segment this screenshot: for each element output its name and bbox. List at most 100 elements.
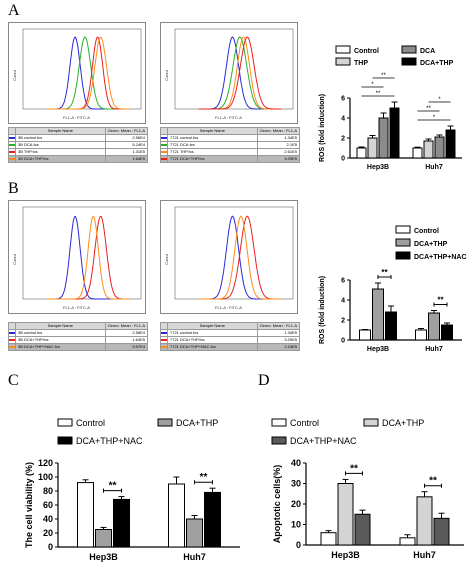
histogram-y-axis-label: Count	[163, 70, 169, 81]
bar-control-huh7	[412, 147, 423, 159]
table-header-geomean: Geom. Mean : FL1-A	[104, 127, 149, 135]
category-label: Hep3B	[331, 550, 360, 560]
y-axis-title: The cell viability (%)	[24, 462, 34, 548]
color-swatch	[8, 343, 16, 351]
bar-dca-thp-nac-huh7	[441, 324, 453, 341]
color-swatch	[160, 141, 168, 149]
geomean-cell: 2.1E5	[256, 141, 301, 149]
category-label: Hep3B	[367, 346, 389, 353]
apoptotic-cells-bar-chart: 0 10 20 30 40 Apoptotic cells(%) ** Hep3B ** Huh7…	[271, 418, 464, 560]
legend-label: DCA+THP	[414, 241, 448, 248]
sample-name-cell: 3B control.fcs	[15, 134, 106, 142]
category-label: Huh7	[183, 552, 206, 562]
y-tick-label: 20	[291, 499, 301, 509]
table-row: 3B DCA+THP+NAC.fcs 9.57E4	[8, 343, 149, 351]
table-header-sample: Sample Name	[167, 127, 258, 135]
panel-letter-b: B	[8, 180, 19, 197]
category-label: Huh7	[425, 164, 443, 171]
bar-dca-thp-nac-hep3b	[113, 498, 130, 548]
sample-name-cell: 3B DCA.fcs	[15, 141, 106, 149]
histogram-curve	[46, 215, 130, 300]
chart-legend: Control DCA+THP DCA+THP+NAC	[395, 225, 467, 261]
legend-swatch	[271, 436, 287, 445]
category-label: Huh7	[425, 346, 443, 353]
sample-name-cell: 3B DCA+THP.fcs	[15, 155, 106, 163]
category-label: Hep3B	[367, 164, 389, 171]
color-swatch	[8, 336, 16, 344]
bar-dca-thp-nac-huh7	[204, 491, 221, 548]
flow-histogram-b-right: FL1-A : FITC-A Count	[160, 200, 298, 314]
histogram-curve	[198, 215, 282, 300]
table-header-sample: Sample Name	[15, 127, 106, 135]
bar-dca-thp-hep3b	[95, 529, 112, 548]
y-tick-label: 4	[341, 115, 345, 122]
color-swatch	[8, 134, 16, 142]
histogram-x-axis-label: FL1-A : FITC-A	[63, 115, 90, 120]
color-swatch	[160, 155, 168, 163]
significance-star: **	[109, 481, 117, 492]
y-tick-label: 0	[341, 337, 345, 344]
bar-dca-thp-nac-hep3b	[354, 513, 371, 546]
bar-dca-thp-huh7	[416, 496, 433, 546]
bar-control-huh7	[399, 537, 416, 546]
histogram-x-axis-label: FL1-A : FITC-A	[215, 115, 242, 120]
table-header-row: Sample Name Geom. Mean : FL1-A	[8, 127, 149, 135]
legend-label: DCA	[420, 48, 435, 55]
histogram-curve	[46, 215, 130, 300]
histogram-x-axis-label: FL1-A : FITC-A	[215, 305, 242, 310]
legend-swatch	[395, 225, 411, 234]
y-tick-label: 2	[341, 317, 345, 324]
legend-swatch	[363, 418, 379, 427]
significance-star: *	[433, 115, 436, 121]
geomean-cell: 1.64E5	[104, 155, 149, 163]
y-tick-label: 80	[43, 486, 53, 496]
legend-label: Control	[414, 228, 439, 235]
geomean-cell: 1.64E5	[104, 336, 149, 344]
table-row: 7721 DCA.fcs 2.1E5	[160, 141, 301, 149]
flow-table-b-left: Sample Name Geom. Mean : FL1-A 3B control.…	[8, 322, 149, 351]
ros-bar-chart-b: 0 2 4 6 ROS (fold induction) ** Hep3B ** Huh7 Con…	[319, 225, 467, 353]
table-header-row: Sample Name Geom. Mean : FL1-A	[8, 322, 149, 330]
geomean-cell: 3.29E5	[256, 155, 301, 163]
bar-control-hep3b	[356, 147, 367, 159]
flow-histogram-a-right: FL1-A : FITC-A Count	[160, 22, 298, 124]
table-row: 3B DCA+THP.fcs 1.64E5	[8, 336, 149, 344]
color-swatch	[160, 148, 168, 156]
legend-swatch	[57, 436, 73, 445]
bar-thp-huh7	[423, 140, 434, 159]
category-label: Huh7	[413, 550, 436, 560]
chart-legend: Control DCA+THP DCA+THP+NAC	[271, 418, 424, 446]
histogram-plot-frame	[22, 206, 142, 300]
sample-name-cell: 3B THP.fcs	[15, 148, 106, 156]
chart-legend: Control DCA+THP DCA+THP+NAC	[57, 418, 218, 446]
flow-table-b-right: Sample Name Geom. Mean : FL1-A 7721 contro…	[160, 322, 301, 351]
sample-name-cell: 7721 control.fcs	[167, 134, 258, 142]
y-tick-label: 0	[341, 155, 345, 162]
bar-dca-thp-hep3b	[389, 107, 400, 159]
y-tick-label: 10	[291, 520, 301, 530]
histogram-curve	[46, 215, 130, 300]
cell-viability-bar-chart: 0 20 40 60 80 100 120 The cell viability (%) ** H…	[24, 418, 240, 562]
legend-label: DCA+THP+NAC	[290, 436, 357, 446]
table-header-geomean: Geom. Mean : FL1-A	[104, 322, 149, 330]
table-row: 7721 THP.fcs 2.61E5	[160, 148, 301, 156]
y-axis-title: Apoptotic cells(%)	[272, 465, 282, 544]
table-row: 3B control.fcs 2.56E4	[8, 134, 149, 142]
geomean-cell: 3.29E5	[256, 336, 301, 344]
table-header-sample: Sample Name	[167, 322, 258, 330]
y-tick-label: 0	[296, 540, 301, 550]
y-tick-label: 4	[341, 297, 345, 304]
histogram-plot-frame	[22, 28, 142, 110]
legend-swatch	[401, 57, 417, 66]
panel-letter-a: A	[8, 2, 20, 19]
bar-dca-thp-huh7	[445, 129, 456, 159]
table-row: 3B control.fcs 2.56E4	[8, 329, 149, 337]
significance-star: **	[376, 91, 381, 97]
panel-letter-d: D	[258, 372, 270, 389]
table-row: 7721 DCA+THP+NAC.fcs 2.24E5	[160, 343, 301, 351]
y-axis-title: ROS (fold induction)	[319, 94, 326, 162]
legend-label: Control	[354, 48, 379, 55]
significance-star: **	[437, 296, 444, 305]
color-swatch	[8, 141, 16, 149]
